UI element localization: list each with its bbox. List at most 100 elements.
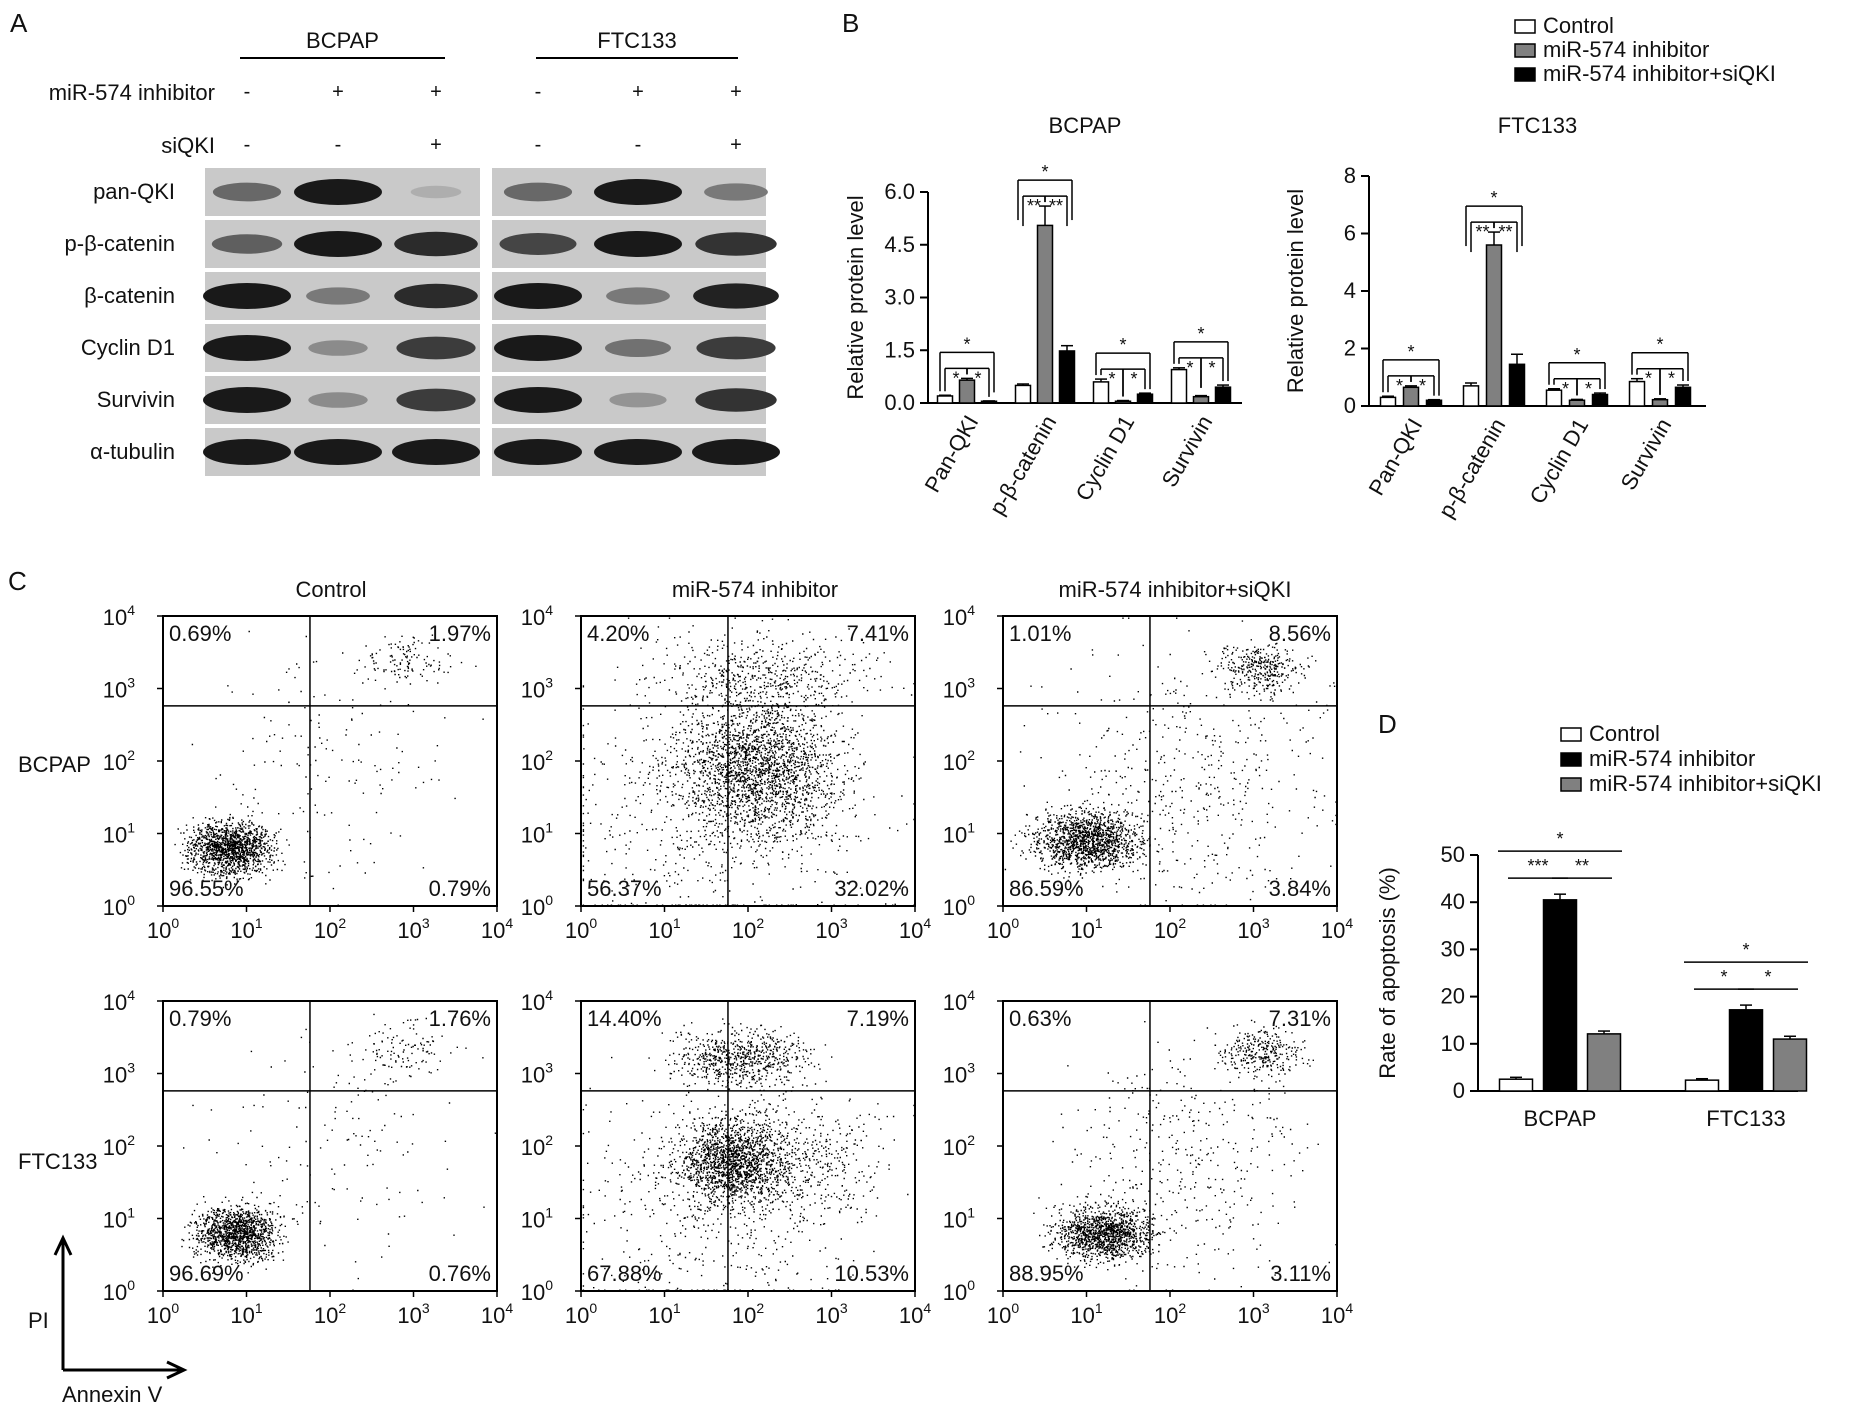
flow-plot: 0.63% 7.31%88.95% 3.11%1001001011011021021… bbox=[943, 987, 1354, 1328]
y-tick-exponent: 4 bbox=[127, 602, 135, 618]
western-band bbox=[695, 232, 777, 256]
y-tick-label: 100 bbox=[943, 1277, 975, 1305]
flow-plot: 4.20% 7.41%56.37% 32.02%100100101101102102… bbox=[521, 602, 932, 943]
y-tick-exponent: 1 bbox=[545, 1205, 553, 1221]
y-tick-label: 103 bbox=[943, 675, 975, 703]
quadrant-upper-right: 1.76% bbox=[429, 1006, 491, 1031]
x-tick-label: 100 bbox=[147, 1300, 179, 1328]
bar bbox=[1092, 381, 1110, 404]
significance-label: * bbox=[1720, 967, 1727, 987]
quadrant-upper-left: 0.63% bbox=[1009, 1006, 1071, 1031]
western-band bbox=[693, 283, 779, 309]
x-tick-exponent: 3 bbox=[1262, 915, 1270, 931]
significance-label: * bbox=[1573, 345, 1580, 365]
legend-entry: miR-574 inhibitor bbox=[1543, 37, 1709, 62]
flow-cytometry-panel: Control miR-574 inhibitor miR-574 inhibito… bbox=[18, 577, 1353, 1407]
western-band bbox=[605, 339, 671, 357]
x-tick-exponent: 3 bbox=[422, 1300, 430, 1316]
legend-swatch bbox=[1560, 727, 1582, 742]
y-tick-label: 100 bbox=[943, 892, 975, 920]
x-tick-label: 103 bbox=[815, 1300, 847, 1328]
bar bbox=[936, 395, 954, 404]
x-tick-label: 100 bbox=[147, 915, 179, 943]
legend-entry: miR-574 inhibitor bbox=[1589, 746, 1755, 771]
y-tick-exponent: 4 bbox=[545, 987, 553, 1003]
y-tick-exponent: 2 bbox=[127, 747, 135, 763]
category-label: p-β-catenin bbox=[1433, 414, 1510, 522]
y-tick-label: 10 bbox=[1441, 1031, 1465, 1056]
flow-x-axis-label: Annexin V bbox=[62, 1382, 163, 1407]
significance-label: * bbox=[1764, 967, 1771, 987]
bar bbox=[1674, 386, 1692, 407]
legend-entry: miR-574 inhibitor+siQKI bbox=[1543, 61, 1776, 86]
chart-ftc133-protein: FTC133 0 2 4 6 8 Relative protein level Pan-QKI… bbox=[1283, 113, 1706, 522]
significance-label: * bbox=[974, 368, 981, 388]
western-band bbox=[494, 335, 582, 361]
bar bbox=[1545, 389, 1563, 407]
cell-line-header: BCPAP bbox=[306, 28, 379, 53]
significance-label: * bbox=[963, 334, 970, 354]
x-tick-label: 104 bbox=[899, 915, 931, 943]
x-tick-exponent: 1 bbox=[673, 915, 681, 931]
protein-label: Survivin bbox=[97, 387, 175, 412]
quadrant-lower-left: 86.59% bbox=[1009, 876, 1084, 901]
flow-plot: 0.69% 1.97%96.55% 0.79%1001001011011021021… bbox=[103, 602, 514, 943]
significance-label: * bbox=[1407, 342, 1414, 362]
x-tick-label: 104 bbox=[481, 1300, 513, 1328]
x-tick-exponent: 4 bbox=[505, 1300, 513, 1316]
bar bbox=[1136, 393, 1154, 404]
western-band bbox=[410, 185, 462, 199]
y-tick-exponent: 0 bbox=[127, 892, 135, 908]
x-tick-label: 102 bbox=[732, 1300, 764, 1328]
treatment-sign: + bbox=[730, 134, 742, 156]
western-band bbox=[306, 287, 370, 305]
y-tick-label: 103 bbox=[943, 1060, 975, 1088]
y-tick-exponent: 4 bbox=[127, 987, 135, 1003]
quadrant-lower-left: 56.37% bbox=[587, 876, 662, 901]
flow-dots bbox=[1004, 617, 1337, 906]
y-tick-exponent: 4 bbox=[545, 602, 553, 618]
x-tick-label: 100 bbox=[987, 915, 1019, 943]
western-band bbox=[308, 392, 368, 408]
y-axis-label: Relative protein level bbox=[843, 195, 868, 399]
y-tick-label: 104 bbox=[521, 602, 553, 630]
x-tick-label: 104 bbox=[481, 915, 513, 943]
western-band bbox=[212, 182, 282, 202]
quadrant-lower-right: 0.79% bbox=[429, 876, 491, 901]
y-tick-exponent: 3 bbox=[545, 1060, 553, 1076]
treatment-sign: + bbox=[632, 81, 644, 103]
y-tick-label: 101 bbox=[943, 1205, 975, 1233]
category-label: Survivin bbox=[1157, 411, 1218, 491]
category-label: Pan-QKI bbox=[919, 411, 983, 497]
y-tick-exponent: 3 bbox=[127, 1060, 135, 1076]
bar bbox=[1379, 396, 1397, 407]
flow-dots bbox=[582, 1018, 915, 1291]
x-tick-exponent: 0 bbox=[1011, 1300, 1019, 1316]
quadrant-lower-left: 88.95% bbox=[1009, 1261, 1084, 1286]
y-tick-exponent: 0 bbox=[127, 1277, 135, 1293]
bar bbox=[1036, 224, 1054, 404]
quadrant-upper-left: 14.40% bbox=[587, 1006, 662, 1031]
y-tick-label: 20 bbox=[1441, 984, 1465, 1009]
significance-label: * bbox=[1556, 829, 1563, 849]
western-band bbox=[594, 231, 682, 257]
flow-row-label: FTC133 bbox=[18, 1149, 97, 1174]
significance-label: *** bbox=[1527, 856, 1548, 876]
y-tick-label: 101 bbox=[521, 820, 553, 848]
significance-label: ** bbox=[1498, 222, 1512, 242]
y-tick-exponent: 3 bbox=[967, 1060, 975, 1076]
x-tick-label: 102 bbox=[732, 915, 764, 943]
treatment-sign: - bbox=[535, 81, 542, 103]
y-tick-label: 101 bbox=[943, 820, 975, 848]
western-band bbox=[394, 231, 478, 257]
bar bbox=[1591, 393, 1609, 407]
x-tick-exponent: 0 bbox=[1011, 915, 1019, 931]
protein-label: β-catenin bbox=[84, 283, 175, 308]
y-tick-label: 1.5 bbox=[884, 337, 915, 362]
treatment-sign: + bbox=[332, 81, 344, 103]
y-tick-label: 104 bbox=[521, 987, 553, 1015]
y-tick-label: 104 bbox=[103, 602, 135, 630]
treatment-sign: + bbox=[430, 81, 442, 103]
y-tick-label: 0.0 bbox=[884, 390, 915, 415]
